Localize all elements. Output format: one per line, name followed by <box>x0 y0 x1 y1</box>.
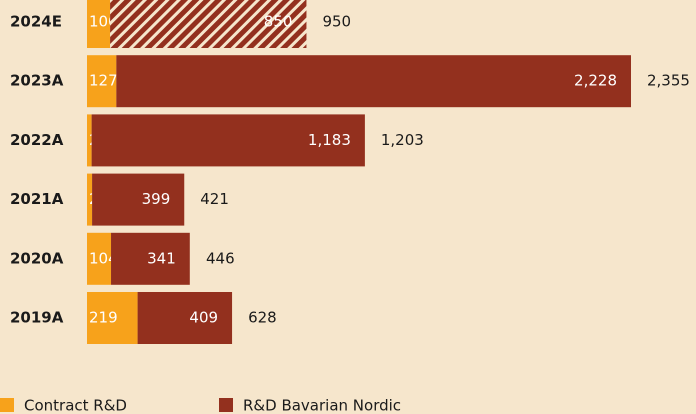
bar-segment <box>91 114 365 167</box>
bar-segment <box>116 55 631 108</box>
total-label: 421 <box>200 190 229 208</box>
total-label: 2,355 <box>647 72 690 90</box>
total-label: 1,203 <box>381 131 424 149</box>
total-label: 446 <box>206 249 235 267</box>
segment-label: 409 <box>189 309 218 327</box>
category-label: 2019A <box>10 309 64 327</box>
bar-segment <box>110 0 307 48</box>
segment-label: 850 <box>264 13 293 31</box>
total-label: 950 <box>322 13 351 31</box>
bar-segment <box>87 0 111 48</box>
segment-label: 127 <box>89 72 118 90</box>
bar-segment <box>111 232 190 285</box>
bar-segment <box>87 173 93 226</box>
bar-segment <box>92 173 185 226</box>
segment-label: 2,228 <box>574 72 617 90</box>
segment-label: 1,183 <box>308 131 351 149</box>
bar-segment <box>87 114 92 167</box>
segment-label: 341 <box>147 249 176 267</box>
bar-segment <box>87 292 138 344</box>
segment-label: 399 <box>142 190 171 208</box>
legend-swatch <box>219 398 233 412</box>
legend-label: R&D Bavarian Nordic <box>243 397 401 414</box>
category-label: 2020A <box>10 249 64 267</box>
bar-segment <box>137 292 233 344</box>
bar-segment <box>87 232 112 285</box>
category-label: 2023A <box>10 72 64 90</box>
category-label: 2024E <box>10 13 62 31</box>
legend-label: Contract R&D <box>24 397 127 414</box>
legend-swatch <box>0 398 14 412</box>
bar-segment <box>87 55 117 108</box>
category-label: 2021A <box>10 190 64 208</box>
category-label: 2022A <box>10 131 64 149</box>
total-label: 628 <box>248 309 277 327</box>
segment-label: 219 <box>89 309 118 327</box>
segment-label: 104 <box>89 249 118 267</box>
